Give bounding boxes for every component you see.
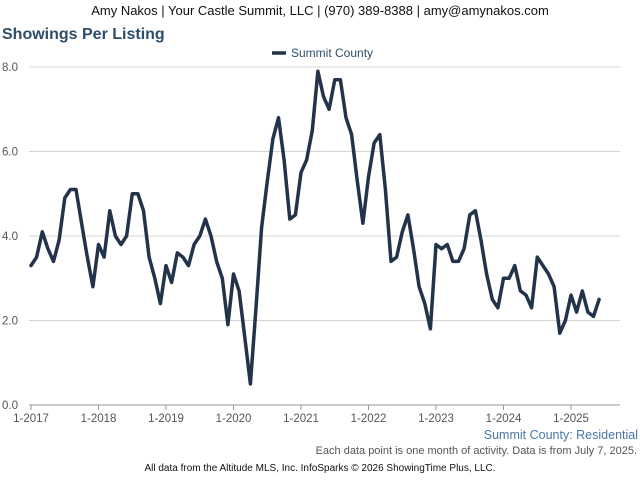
series-lines — [29, 69, 601, 386]
y-tick-label: 0.0 — [2, 400, 18, 412]
legend-label: Summit County — [291, 46, 373, 60]
x-tick-label: 1-2025 — [553, 413, 589, 425]
y-tick-label: 6.0 — [2, 147, 18, 159]
x-tick-label: 1-2017 — [13, 413, 49, 425]
grid-lines — [29, 66, 620, 321]
x-axis-ticks: 1-2017 1-2018 1-2019 1-2020 1-2021 1-2022 1-20… — [13, 405, 589, 425]
x-tick-label: 1-2019 — [148, 413, 184, 425]
x-tick-label: 1-2022 — [351, 413, 387, 425]
legend: Summit County — [272, 46, 373, 60]
y-axis-ticks: 0.0 2.0 4.0 6.0 8.0 — [2, 62, 18, 412]
x-tick-label: 1-2020 — [216, 413, 252, 425]
x-tick-label: 1-2024 — [486, 413, 522, 425]
x-tick-label: 1-2021 — [283, 413, 319, 425]
y-tick-label: 8.0 — [2, 62, 18, 74]
y-tick-label: 2.0 — [2, 316, 18, 328]
x-tick-label: 1-2023 — [418, 413, 454, 425]
chart-title: Showings Per Listing — [2, 26, 165, 43]
series-line — [29, 69, 601, 386]
y-tick-label: 4.0 — [2, 231, 18, 243]
contact-header: Amy Nakos | Your Castle Summit, LLC | (9… — [91, 3, 549, 18]
source-footer: All data from the Altitude MLS, Inc. Inf… — [144, 463, 496, 474]
chart-subtitle: Summit County: Residential — [483, 428, 638, 442]
x-tick-label: 1-2018 — [81, 413, 117, 425]
data-note: Each data point is one month of activity… — [315, 445, 637, 457]
